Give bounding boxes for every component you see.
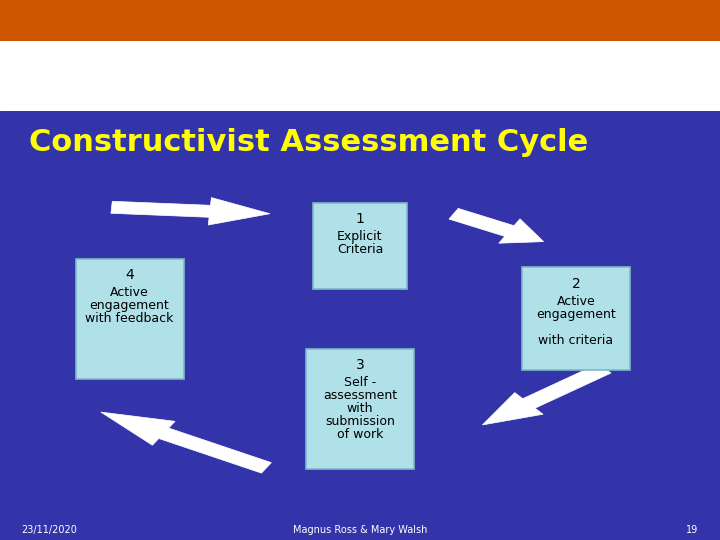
Text: 2: 2 <box>572 277 580 291</box>
Polygon shape <box>482 363 611 425</box>
Text: Criteria: Criteria <box>337 244 383 256</box>
Polygon shape <box>101 412 271 473</box>
Text: 1: 1 <box>356 212 364 226</box>
FancyBboxPatch shape <box>313 203 407 289</box>
Text: Explicit: Explicit <box>337 231 383 244</box>
Text: Magnus Ross & Mary Walsh: Magnus Ross & Mary Walsh <box>293 525 427 535</box>
Text: with: with <box>347 402 373 415</box>
FancyBboxPatch shape <box>306 349 414 469</box>
Text: assessment: assessment <box>323 389 397 402</box>
Text: Self -: Self - <box>344 376 376 389</box>
Text: with criteria: with criteria <box>539 334 613 347</box>
Text: 19: 19 <box>686 525 698 535</box>
Polygon shape <box>449 208 544 243</box>
Text: Active: Active <box>110 286 149 299</box>
Text: with feedback: with feedback <box>86 312 174 325</box>
Text: of work: of work <box>337 428 383 441</box>
Text: 4: 4 <box>125 268 134 282</box>
Text: 23/11/2020: 23/11/2020 <box>22 525 78 535</box>
Polygon shape <box>111 198 270 225</box>
Text: 3: 3 <box>356 359 364 373</box>
Text: Active: Active <box>557 295 595 308</box>
Text: engagement: engagement <box>90 299 169 312</box>
FancyBboxPatch shape <box>76 259 184 379</box>
Text: engagement: engagement <box>536 308 616 321</box>
Text: submission: submission <box>325 415 395 428</box>
FancyBboxPatch shape <box>522 267 630 370</box>
Text: Constructivist Assessment Cycle: Constructivist Assessment Cycle <box>29 128 588 157</box>
